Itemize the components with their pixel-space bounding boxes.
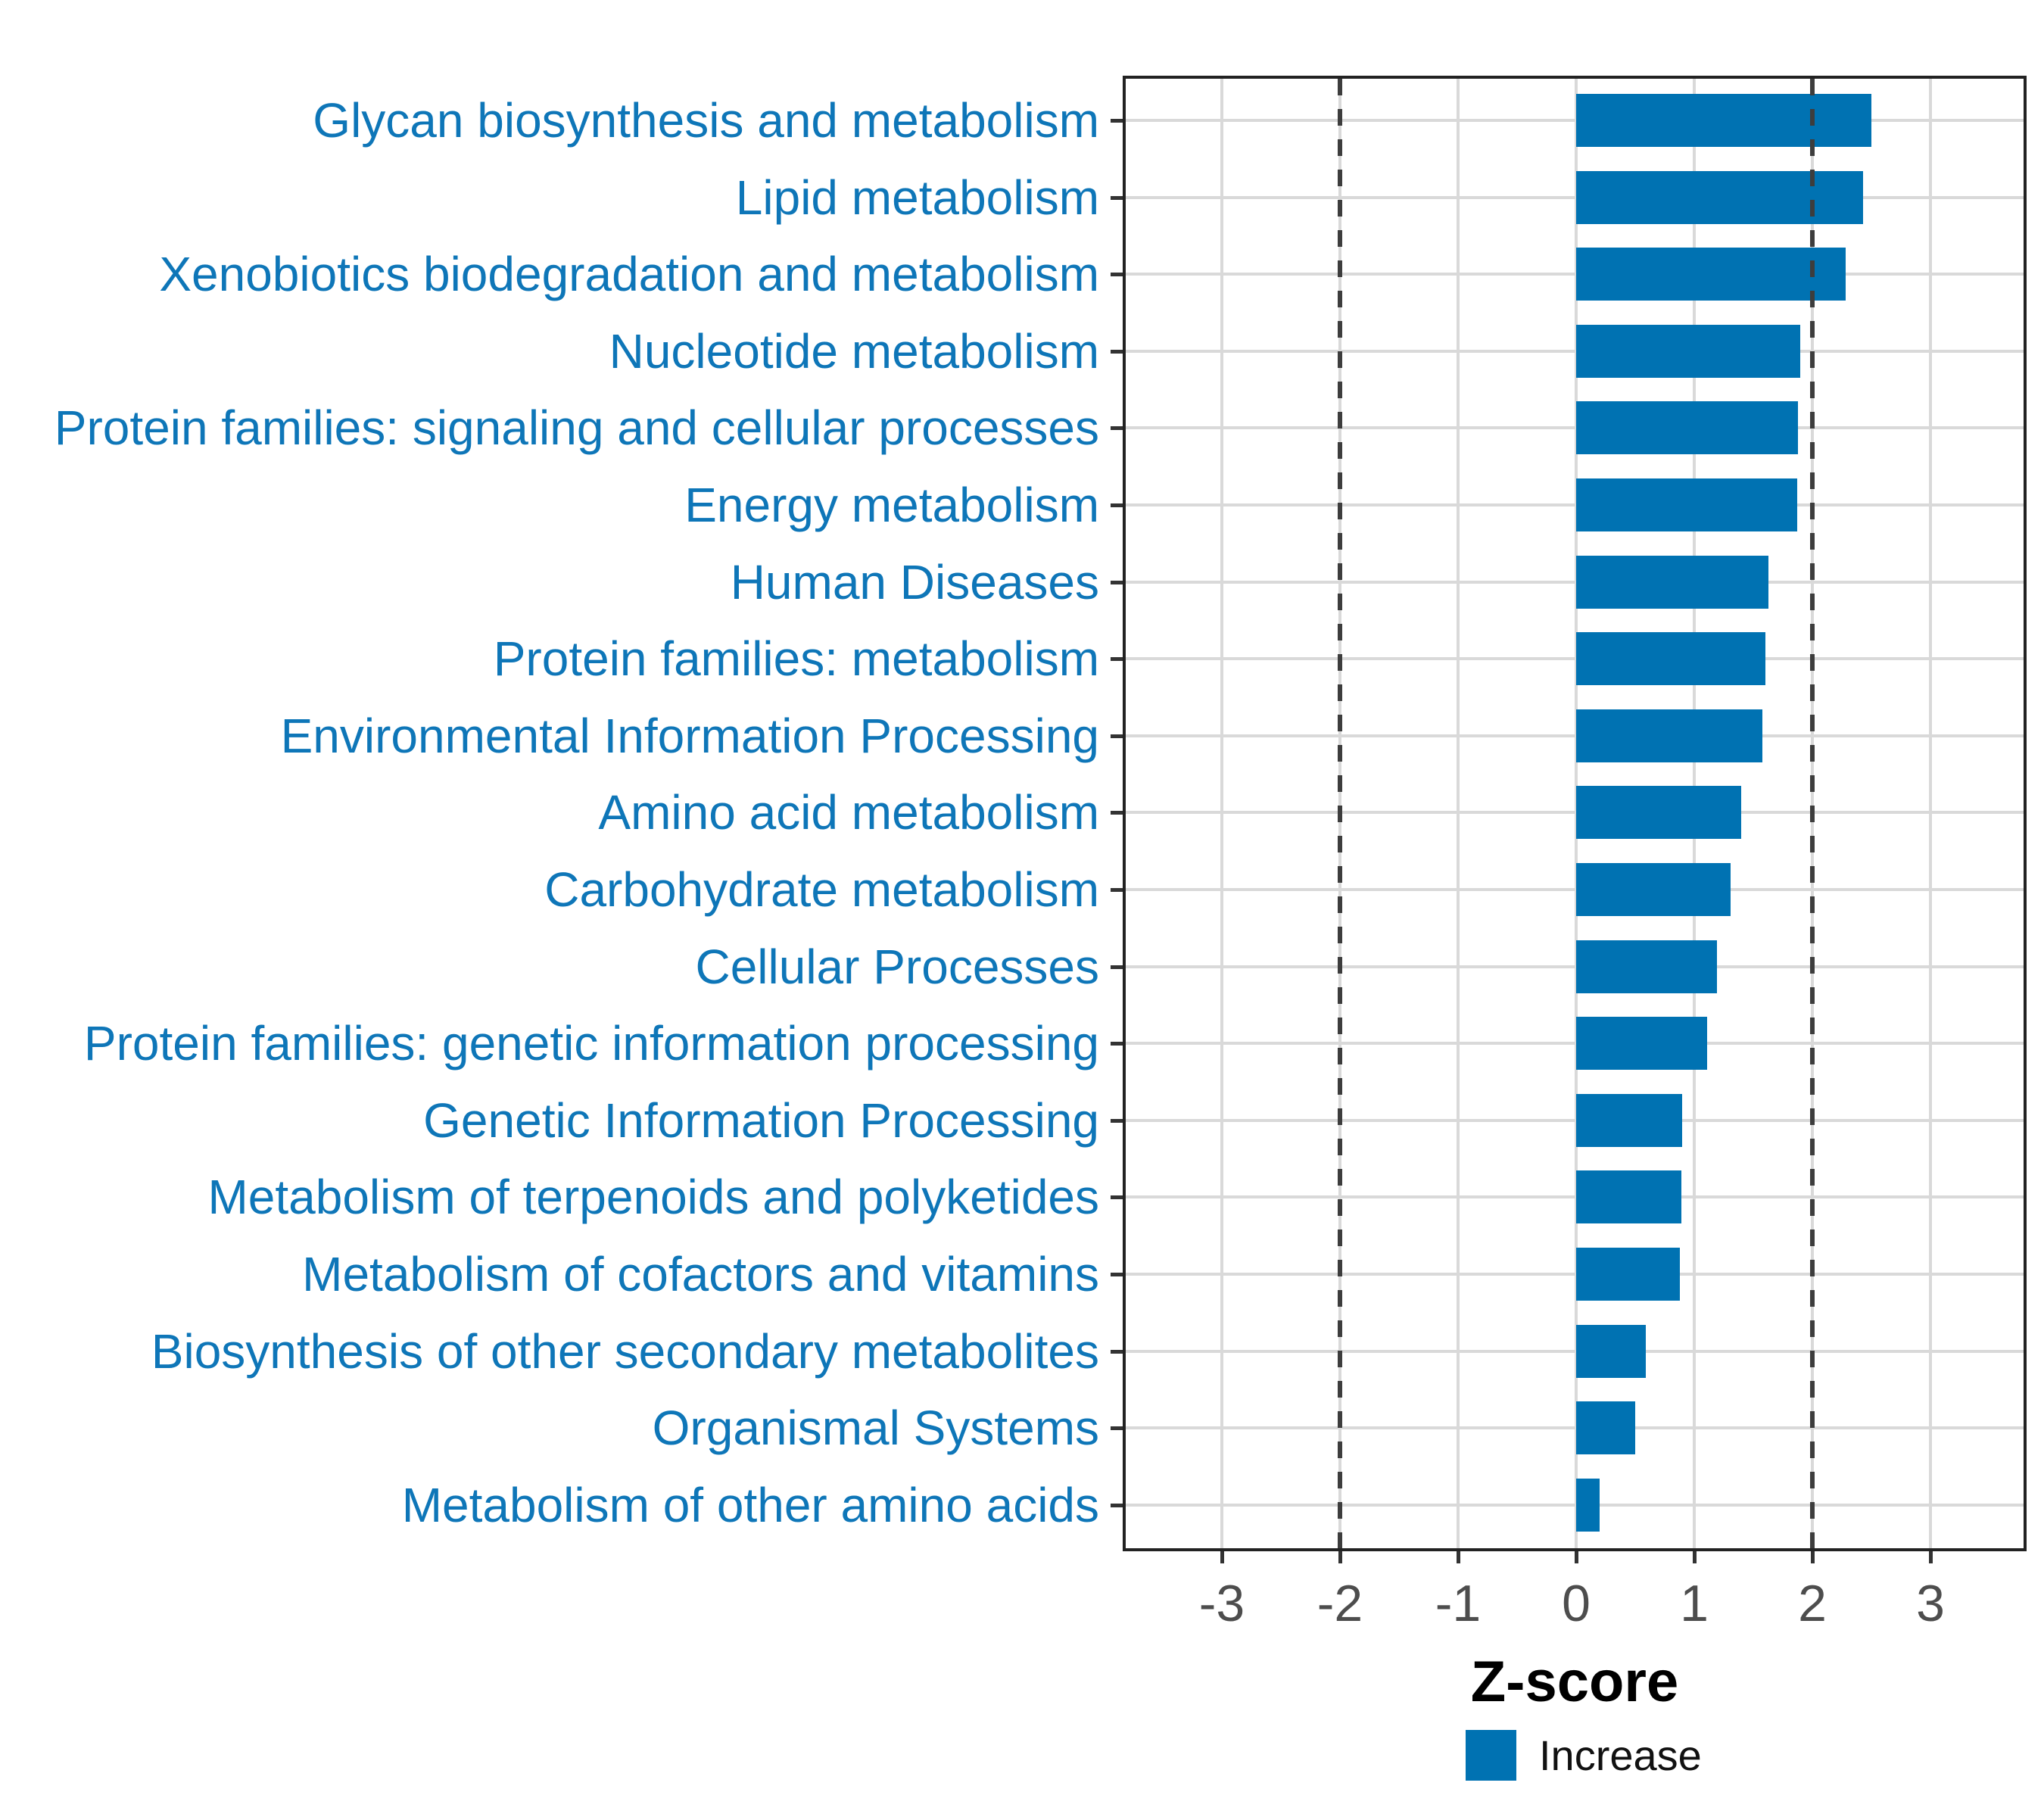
x-tick-mark [1929,1551,1933,1563]
y-gridline [1126,349,2024,353]
x-tick-mark [1338,1551,1342,1563]
y-gridline [1126,1273,2024,1276]
y-tick-mark [1111,1118,1123,1123]
y-gridline [1126,426,2024,430]
reference-line--2 [1338,79,1342,1548]
bar-14 [1576,1093,1683,1147]
y-axis-label: Biosynthesis of other secondary metaboli… [151,1323,1099,1379]
x-tick-mark [1220,1551,1224,1563]
y-tick-mark [1111,349,1123,354]
y-axis-label: Genetic Information Processing [423,1092,1099,1148]
plot-panel [1123,76,2027,1551]
y-tick-mark [1111,1426,1123,1431]
bar-15 [1576,1170,1681,1224]
x-axis-title: Z-score [1470,1650,1679,1714]
y-axis-label: Environmental Information Processing [280,708,1099,763]
bar-11 [1576,863,1731,916]
y-tick-mark [1111,657,1123,662]
bar-17 [1576,1324,1647,1378]
x-tick-label: -2 [1316,1575,1363,1632]
bar-18 [1576,1401,1635,1455]
y-axis-label: Xenobiotics biodegradation and metabolis… [159,247,1099,302]
y-tick-mark [1111,1195,1123,1200]
y-tick-mark [1111,1349,1123,1354]
y-axis-label: Cellular Processes [695,939,1099,994]
y-axis-label: Lipid metabolism [735,170,1099,225]
y-tick-mark [1111,119,1123,123]
bar-16 [1576,1248,1681,1301]
y-tick-mark [1111,503,1123,507]
bar-5 [1576,401,1799,455]
y-axis-label: Nucleotide metabolism [609,323,1099,379]
y-axis-label: Protein families: genetic information pr… [83,1016,1099,1071]
y-axis-label: Organismal Systems [652,1401,1099,1456]
y-tick-mark [1111,1503,1123,1507]
bar-10 [1576,786,1742,840]
y-tick-mark [1111,1042,1123,1046]
reference-line-2 [1810,79,1815,1548]
y-gridline [1126,195,2024,199]
x-tick-label: 1 [1680,1575,1709,1632]
bar-13 [1576,1017,1708,1071]
y-gridline [1126,1042,2024,1046]
x-tick-mark [1693,1551,1697,1563]
y-gridline [1126,657,2024,661]
y-tick-mark [1111,426,1123,431]
x-tick-mark [1575,1551,1578,1563]
y-tick-mark [1111,888,1123,892]
y-gridline [1126,965,2024,968]
bar-8 [1576,632,1765,686]
bar-12 [1576,940,1717,993]
legend: Increase [1466,1730,1702,1781]
y-axis-label: Energy metabolism [684,478,1099,532]
bar-4 [1576,324,1801,378]
y-gridline [1126,1195,2024,1199]
bar-7 [1576,555,1769,609]
bar-2 [1576,170,1864,224]
y-gridline [1126,1118,2024,1122]
y-tick-mark [1111,1273,1123,1276]
y-axis-label: Amino acid metabolism [598,785,1099,840]
y-axis-label: Human Diseases [730,554,1099,609]
y-tick-mark [1111,195,1123,200]
y-axis-label: Metabolism of other amino acids [401,1477,1099,1532]
bar-1 [1576,94,1871,147]
y-axis-label: Metabolism of terpenoids and polyketides [207,1170,1099,1225]
y-gridline [1126,119,2024,122]
bar-3 [1576,248,1846,301]
y-gridline [1126,1349,2024,1353]
y-tick-mark [1111,273,1123,277]
x-tick-label: -3 [1198,1575,1245,1632]
y-axis-label: Glycan biosynthesis and metabolism [313,93,1099,148]
bar-6 [1576,478,1797,531]
x-tick-label: -1 [1435,1575,1482,1632]
y-axis-label: Carbohydrate metabolism [544,862,1099,917]
y-gridline [1126,734,2024,737]
y-gridline [1126,1426,2024,1430]
y-tick-mark [1111,811,1123,815]
y-tick-mark [1111,734,1123,738]
x-tick-label: 0 [1562,1575,1591,1632]
bar-19 [1576,1478,1600,1532]
y-gridline [1126,888,2024,891]
x-tick-label: 3 [1916,1575,1945,1632]
y-gridline [1126,503,2024,506]
x-tick-mark [1457,1551,1460,1563]
x-tick-label: 2 [1798,1575,1827,1632]
legend-increase-swatch [1466,1730,1516,1781]
legend-increase-label: Increase [1539,1731,1702,1779]
y-tick-mark [1111,965,1123,969]
bar-9 [1576,709,1763,762]
y-gridline [1126,273,2024,276]
y-axis-label: Protein families: signaling and cellular… [54,400,1099,456]
y-tick-mark [1111,580,1123,584]
y-axis-label: Metabolism of cofactors and vitamins [302,1247,1099,1301]
y-gridline [1126,580,2024,584]
y-gridline [1126,811,2024,815]
y-axis-label: Protein families: metabolism [493,631,1099,687]
y-gridline [1126,1503,2024,1507]
x-tick-mark [1811,1551,1815,1563]
